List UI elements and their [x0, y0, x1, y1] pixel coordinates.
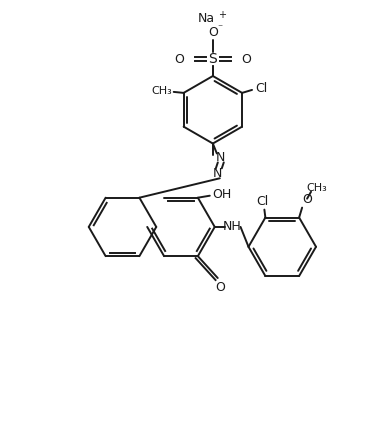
Text: O: O [208, 26, 218, 39]
Text: O: O [215, 281, 225, 294]
Text: NH: NH [223, 220, 242, 233]
Text: OH: OH [212, 188, 231, 201]
Text: O: O [242, 53, 251, 66]
Text: Na: Na [198, 12, 215, 25]
Text: O: O [174, 53, 184, 66]
Text: ⁻: ⁻ [217, 23, 222, 33]
Text: Cl: Cl [255, 82, 267, 95]
Text: CH₃: CH₃ [307, 183, 327, 193]
Text: S: S [208, 52, 217, 66]
Text: Cl: Cl [256, 195, 268, 208]
Text: O: O [302, 193, 312, 206]
Text: N: N [216, 151, 225, 164]
Text: +: + [218, 10, 226, 20]
Text: N: N [213, 167, 222, 180]
Text: CH₃: CH₃ [151, 86, 172, 96]
